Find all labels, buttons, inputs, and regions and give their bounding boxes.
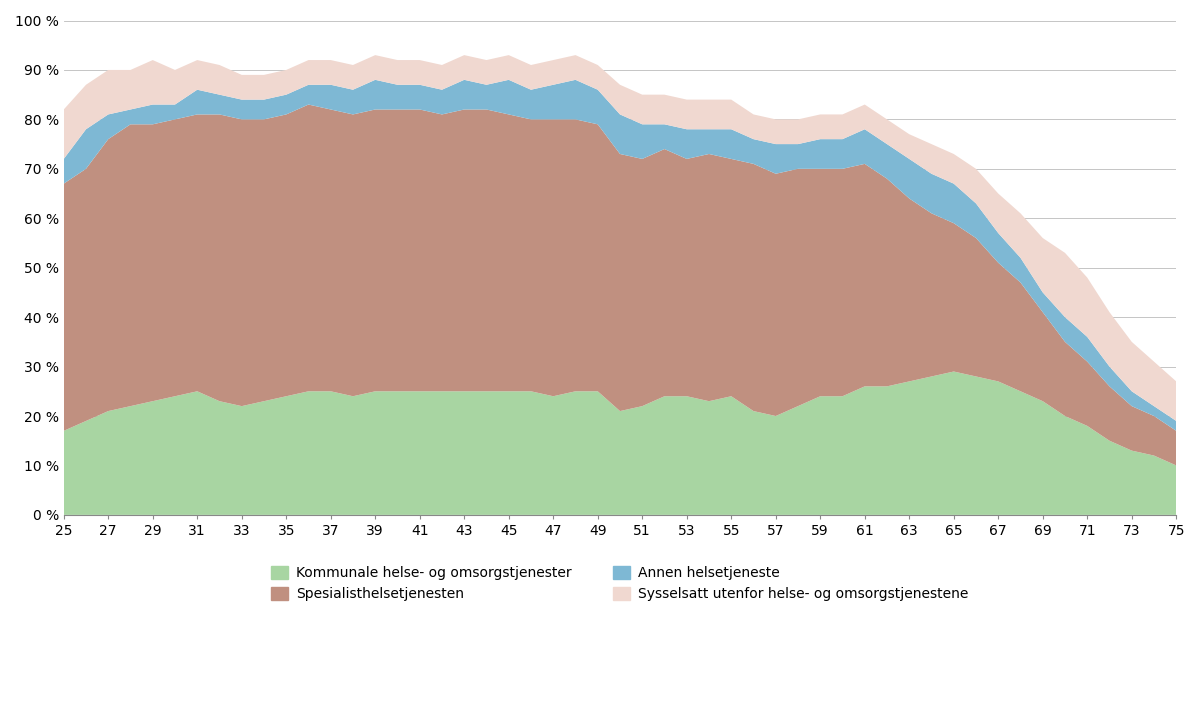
Legend: Kommunale helse- og omsorgstjenester, Spesialisthelsetjenesten, Annen helsetjene: Kommunale helse- og omsorgstjenester, Sp… (265, 561, 974, 607)
